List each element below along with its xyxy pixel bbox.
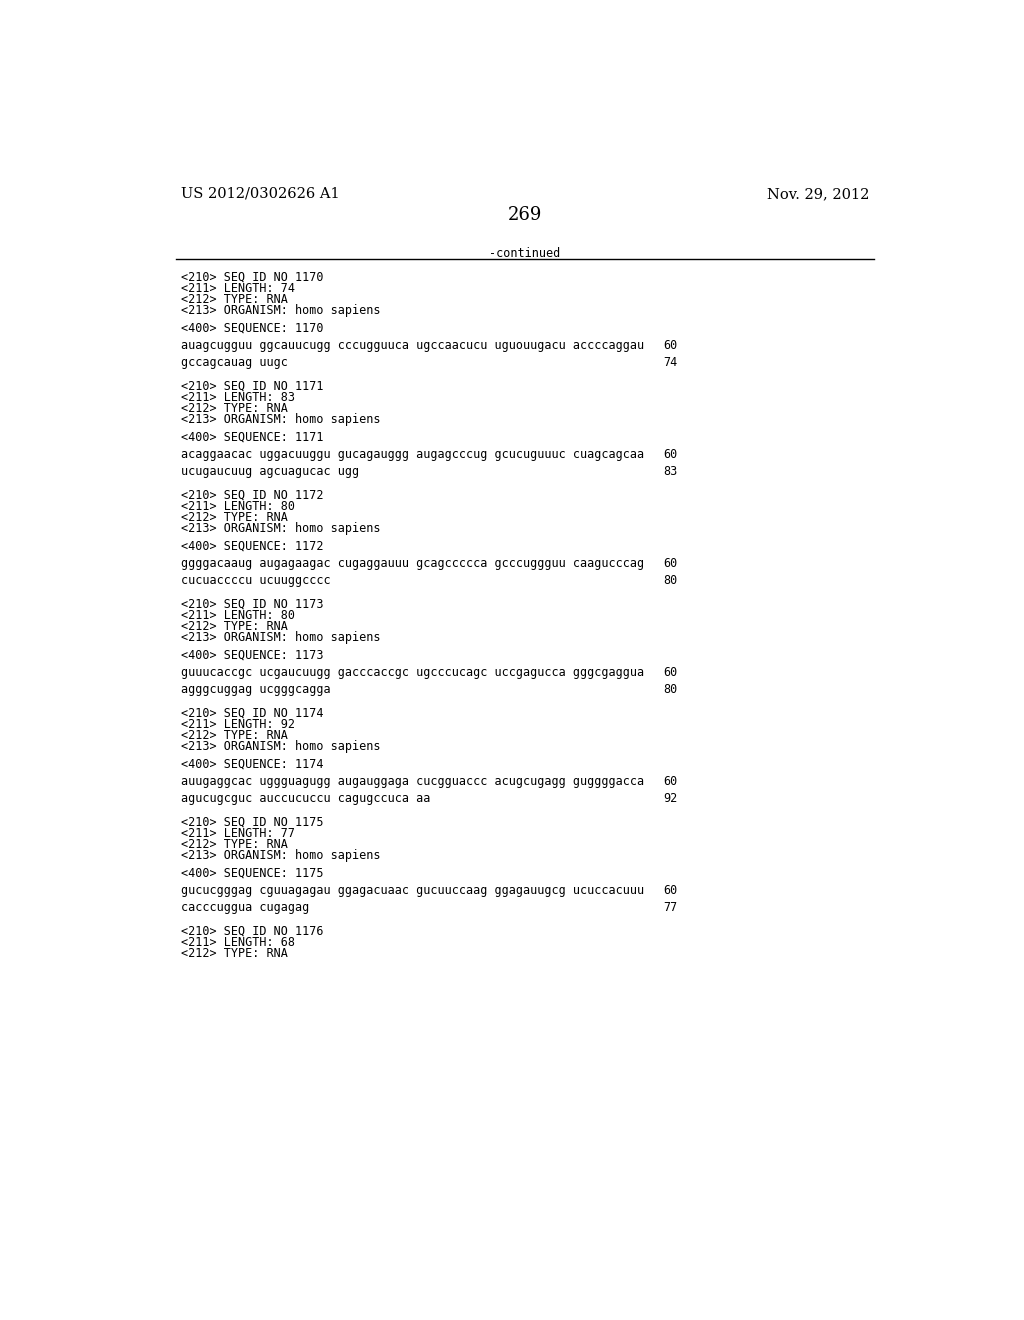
Text: <212> TYPE: RNA: <212> TYPE: RNA [180,729,288,742]
Text: <210> SEQ ID NO 1173: <210> SEQ ID NO 1173 [180,598,324,611]
Text: agggcuggag ucgggcagga: agggcuggag ucgggcagga [180,684,331,696]
Text: <213> ORGANISM: homo sapiens: <213> ORGANISM: homo sapiens [180,305,380,317]
Text: agucugcguc auccucuccu cagugccuca aa: agucugcguc auccucuccu cagugccuca aa [180,792,430,805]
Text: 80: 80 [663,684,677,696]
Text: <213> ORGANISM: homo sapiens: <213> ORGANISM: homo sapiens [180,413,380,426]
Text: guuucaccgc ucgaucuugg gacccaccgc ugcccucagc uccgagucca gggcgaggua: guuucaccgc ucgaucuugg gacccaccgc ugcccuc… [180,665,644,678]
Text: <212> TYPE: RNA: <212> TYPE: RNA [180,838,288,851]
Text: ucugaucuug agcuagucac ugg: ucugaucuug agcuagucac ugg [180,465,358,478]
Text: <212> TYPE: RNA: <212> TYPE: RNA [180,403,288,414]
Text: <213> ORGANISM: homo sapiens: <213> ORGANISM: homo sapiens [180,849,380,862]
Text: <212> TYPE: RNA: <212> TYPE: RNA [180,946,288,960]
Text: -continued: -continued [489,247,560,260]
Text: 92: 92 [663,792,677,805]
Text: gccagcauag uugc: gccagcauag uugc [180,356,288,370]
Text: gucucgggag cguuagagau ggagacuaac gucuuccaag ggagauugcg ucuccacuuu: gucucgggag cguuagagau ggagacuaac gucuucc… [180,884,644,896]
Text: <212> TYPE: RNA: <212> TYPE: RNA [180,511,288,524]
Text: <212> TYPE: RNA: <212> TYPE: RNA [180,293,288,306]
Text: acaggaacac uggacuuggu gucagauggg augagcccug gcucuguuuc cuagcagcaa: acaggaacac uggacuuggu gucagauggg augagcc… [180,447,644,461]
Text: <211> LENGTH: 80: <211> LENGTH: 80 [180,609,295,622]
Text: 60: 60 [663,557,677,570]
Text: <210> SEQ ID NO 1174: <210> SEQ ID NO 1174 [180,706,324,719]
Text: <210> SEQ ID NO 1171: <210> SEQ ID NO 1171 [180,380,324,393]
Text: <213> ORGANISM: homo sapiens: <213> ORGANISM: homo sapiens [180,741,380,754]
Text: <400> SEQUENCE: 1175: <400> SEQUENCE: 1175 [180,866,324,879]
Text: <400> SEQUENCE: 1173: <400> SEQUENCE: 1173 [180,648,324,661]
Text: 269: 269 [508,206,542,224]
Text: <210> SEQ ID NO 1170: <210> SEQ ID NO 1170 [180,271,324,284]
Text: <211> LENGTH: 83: <211> LENGTH: 83 [180,391,295,404]
Text: 80: 80 [663,574,677,587]
Text: <400> SEQUENCE: 1174: <400> SEQUENCE: 1174 [180,758,324,771]
Text: <213> ORGANISM: homo sapiens: <213> ORGANISM: homo sapiens [180,523,380,535]
Text: <211> LENGTH: 74: <211> LENGTH: 74 [180,282,295,294]
Text: 60: 60 [663,339,677,352]
Text: <400> SEQUENCE: 1171: <400> SEQUENCE: 1171 [180,430,324,444]
Text: 60: 60 [663,665,677,678]
Text: 77: 77 [663,902,677,913]
Text: cacccuggua cugagag: cacccuggua cugagag [180,902,309,913]
Text: cucuaccccu ucuuggcccc: cucuaccccu ucuuggcccc [180,574,331,587]
Text: <400> SEQUENCE: 1172: <400> SEQUENCE: 1172 [180,540,324,553]
Text: 83: 83 [663,465,677,478]
Text: auagcugguu ggcauucugg cccugguuca ugccaacucu uguouugacu accccaggau: auagcugguu ggcauucugg cccugguuca ugccaac… [180,339,644,352]
Text: <210> SEQ ID NO 1172: <210> SEQ ID NO 1172 [180,488,324,502]
Text: 74: 74 [663,356,677,370]
Text: <400> SEQUENCE: 1170: <400> SEQUENCE: 1170 [180,322,324,335]
Text: 60: 60 [663,884,677,896]
Text: US 2012/0302626 A1: US 2012/0302626 A1 [180,187,339,201]
Text: <213> ORGANISM: homo sapiens: <213> ORGANISM: homo sapiens [180,631,380,644]
Text: <212> TYPE: RNA: <212> TYPE: RNA [180,620,288,634]
Text: 60: 60 [663,775,677,788]
Text: <211> LENGTH: 92: <211> LENGTH: 92 [180,718,295,731]
Text: <210> SEQ ID NO 1175: <210> SEQ ID NO 1175 [180,816,324,829]
Text: <211> LENGTH: 80: <211> LENGTH: 80 [180,500,295,513]
Text: <211> LENGTH: 68: <211> LENGTH: 68 [180,936,295,949]
Text: Nov. 29, 2012: Nov. 29, 2012 [767,187,869,201]
Text: 60: 60 [663,447,677,461]
Text: <210> SEQ ID NO 1176: <210> SEQ ID NO 1176 [180,924,324,937]
Text: <211> LENGTH: 77: <211> LENGTH: 77 [180,826,295,840]
Text: ggggacaaug augagaagac cugaggauuu gcagccccca gcccuggguu caagucccag: ggggacaaug augagaagac cugaggauuu gcagccc… [180,557,644,570]
Text: auugaggcac uggguagugg augauggaga cucgguaccc acugcugagg guggggacca: auugaggcac uggguagugg augauggaga cucggua… [180,775,644,788]
